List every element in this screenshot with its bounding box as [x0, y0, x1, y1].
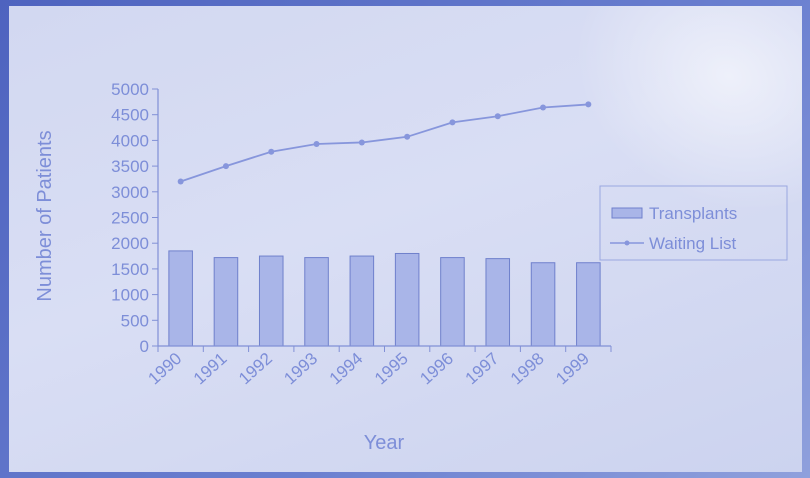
patients-chart: 0 500 1000 1500 2000 2500 3000 3500 4000 4500 5000…: [34, 80, 788, 454]
y-axis-title: Number of Patients: [34, 130, 56, 301]
legend-label-waiting-list: Waiting List: [649, 234, 737, 253]
waiting-list-point-1994: [358, 139, 365, 146]
bars-layer: [168, 250, 601, 347]
waiting-list-point-1996: [449, 119, 456, 126]
waiting-list-point-1998: [540, 104, 547, 111]
bar-1990: [168, 250, 193, 347]
chart-panel: 0 500 1000 1500 2000 2500 3000 3500 4000 4500 5000…: [9, 6, 802, 472]
y-tick-label-5000: 5000: [111, 80, 149, 99]
y-tick-label-500: 500: [121, 311, 149, 330]
x-tick-labels: 1990 1991 1992 1993 1994 1995 1996 1997 1998 1999: [145, 349, 594, 388]
legend-swatch-transplants: [611, 207, 643, 219]
x-tick-label-1992: 1992: [235, 349, 276, 388]
waiting-list-point-1999: [585, 101, 592, 108]
y-tick-label-2500: 2500: [111, 209, 149, 228]
x-tick-label-1995: 1995: [371, 349, 412, 388]
x-tick-label-1997: 1997: [462, 349, 503, 388]
y-tick-label-4000: 4000: [111, 131, 149, 150]
bar-1992: [258, 255, 284, 347]
x-tick-label-1990: 1990: [145, 349, 186, 388]
waiting-list-point-1992: [268, 148, 275, 155]
x-tick-label-1991: 1991: [190, 349, 231, 388]
y-tick-label-1000: 1000: [111, 286, 149, 305]
legend-box: [599, 185, 788, 261]
bar-1999: [576, 262, 601, 347]
bar-1995: [394, 252, 420, 347]
bar-1994: [349, 255, 375, 347]
waiting-list-point-1995: [404, 133, 411, 140]
waiting-list-point-1993: [313, 140, 320, 147]
bar-1996: [440, 257, 465, 347]
x-tick-label-1994: 1994: [326, 349, 367, 388]
axes-layer: [152, 88, 612, 352]
legend-marker-waiting-list: [624, 240, 630, 246]
legend: Transplants Waiting List: [599, 185, 788, 261]
y-tick-label-0: 0: [140, 337, 149, 356]
waiting-list-point-1991: [222, 163, 229, 170]
y-tick-label-3000: 3000: [111, 183, 149, 202]
y-tick-label-3500: 3500: [111, 157, 149, 176]
waiting-list-line: [180, 103, 589, 183]
bar-1993: [304, 257, 329, 347]
x-tick-label-1999: 1999: [552, 349, 593, 388]
y-tick-label-2000: 2000: [111, 234, 149, 253]
x-tick-label-1998: 1998: [507, 349, 548, 388]
bar-1997: [485, 258, 511, 347]
x-tick-label-1996: 1996: [416, 349, 457, 388]
bar-1991: [213, 257, 239, 347]
line-layer: [177, 101, 592, 185]
y-tick-label-1500: 1500: [111, 260, 149, 279]
y-tick-labels: 0 500 1000 1500 2000 2500 3000 3500 4000 4500 5000: [111, 80, 149, 356]
y-tick-label-4500: 4500: [111, 106, 149, 125]
x-axis-title: Year: [364, 432, 405, 454]
legend-label-transplants: Transplants: [649, 204, 737, 223]
x-tick-label-1993: 1993: [280, 349, 321, 388]
waiting-list-point-1997: [494, 113, 501, 120]
waiting-list-point-1990: [177, 178, 184, 185]
bar-1998: [530, 262, 556, 347]
